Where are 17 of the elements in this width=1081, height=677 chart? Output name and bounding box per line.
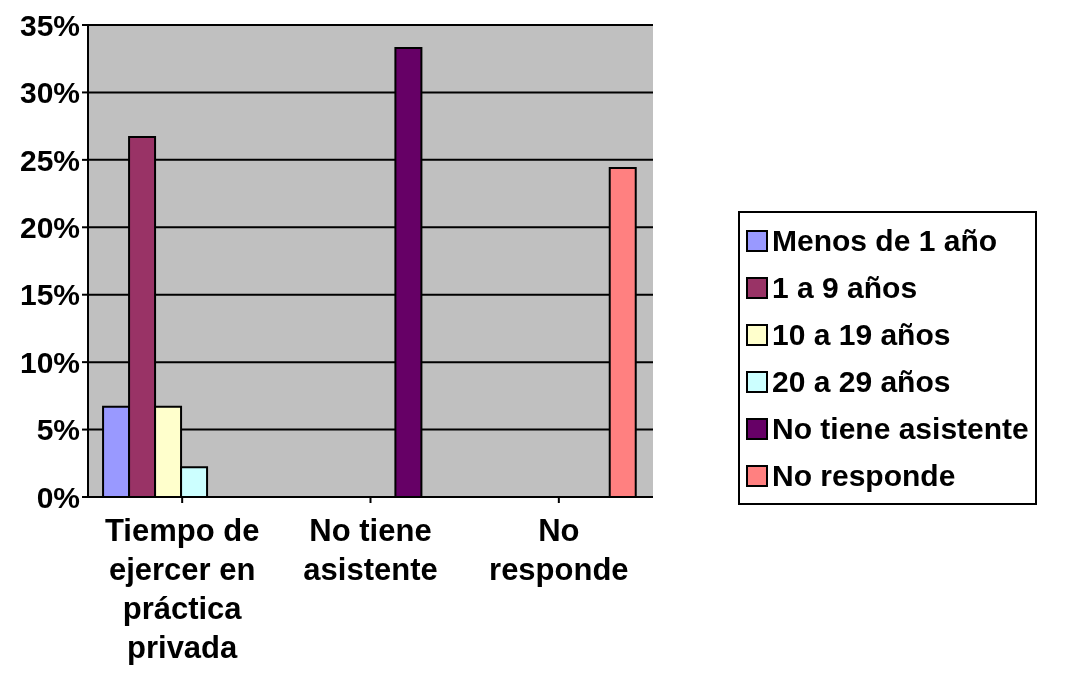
- y-tick-label: 30%: [19, 76, 80, 110]
- y-tick-label: 35%: [19, 8, 80, 42]
- legend-label: No responde: [772, 458, 956, 493]
- y-tick-label: 15%: [19, 278, 80, 312]
- y-tick-label: 25%: [19, 143, 80, 177]
- y-tick-label: 0%: [36, 480, 80, 514]
- y-tick-label: 10%: [19, 345, 80, 379]
- y-tick-label: 20%: [19, 210, 80, 244]
- x-tick-label: Tiempo de ejercer en práctica privada: [104, 513, 260, 665]
- legend-label: No tiene asistente: [772, 411, 1029, 446]
- legend-label: 10 a 19 años: [772, 317, 951, 352]
- x-tick-label: No responde: [489, 513, 629, 587]
- legend-label: Menos de 1 año: [772, 223, 998, 258]
- legend-label: 1 a 9 años: [772, 270, 918, 305]
- x-tick-label: No tiene asistente: [303, 513, 438, 587]
- legend-label: 20 a 29 años: [772, 364, 951, 399]
- y-tick-label: 5%: [36, 413, 80, 447]
